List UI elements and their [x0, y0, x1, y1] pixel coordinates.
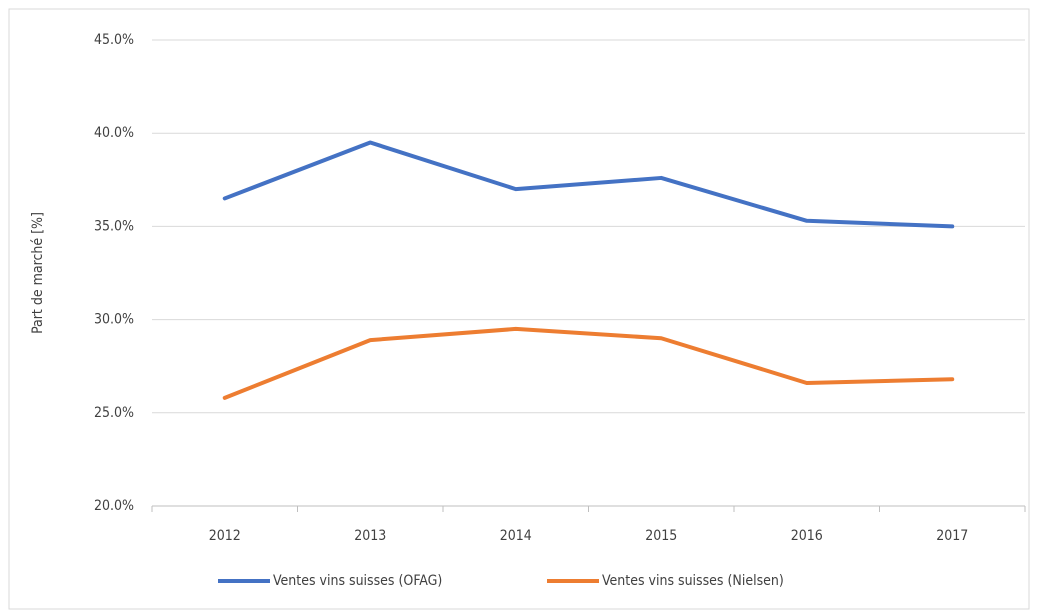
chart-border [8, 8, 1030, 610]
x-tick-label: 2012 [209, 528, 241, 544]
y-tick-label: 30.0% [94, 312, 134, 328]
y-axis-label: Part de marché [%] [30, 212, 46, 334]
legend-label: Ventes vins suisses (Nielsen) [602, 573, 784, 589]
x-tick-label: 2016 [791, 528, 823, 544]
y-tick-label: 25.0% [94, 405, 134, 421]
y-tick-label: 20.0% [94, 498, 134, 514]
line-series [222, 326, 955, 400]
x-tick-label: 2013 [354, 528, 386, 544]
x-tick-label: 2014 [500, 528, 532, 544]
y-tick-label: 40.0% [94, 125, 134, 141]
x-tick-label: 2017 [936, 528, 968, 544]
legend-label: Ventes vins suisses (OFAG) [273, 573, 442, 589]
line-series [222, 140, 955, 229]
y-tick-label: 35.0% [94, 218, 134, 234]
x-tick-label: 2015 [645, 528, 677, 544]
y-tick-label: 45.0% [94, 32, 134, 48]
